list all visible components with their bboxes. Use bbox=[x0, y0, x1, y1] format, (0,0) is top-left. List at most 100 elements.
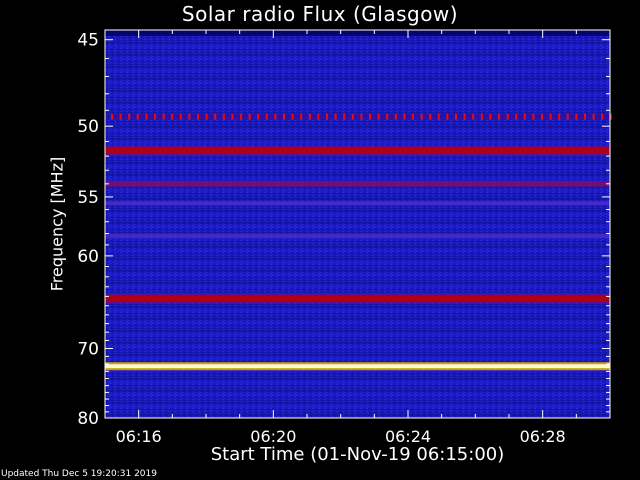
band-dot bbox=[317, 113, 320, 120]
spectrogram-row bbox=[105, 86, 610, 87]
spectrogram-row bbox=[105, 286, 610, 287]
band-dot bbox=[498, 113, 500, 120]
band-dot bbox=[489, 113, 492, 120]
band-dot bbox=[601, 113, 604, 120]
spectrogram-row bbox=[105, 166, 610, 167]
spectrogram-row bbox=[105, 46, 610, 47]
band-dot bbox=[377, 113, 380, 120]
spectrogram-row bbox=[105, 226, 610, 227]
y-tick-label: 50 bbox=[77, 117, 99, 137]
spectrogram-row bbox=[105, 90, 610, 91]
spectrogram-row bbox=[105, 274, 610, 275]
spectrogram-row bbox=[105, 282, 610, 283]
band bbox=[105, 201, 610, 206]
spectrogram-row bbox=[105, 62, 610, 63]
x-ticks: 06:16 06:20 06:24 06:28 bbox=[104, 30, 611, 446]
band-core bbox=[105, 364, 610, 369]
axes bbox=[104, 29, 611, 419]
spectrogram-row bbox=[105, 338, 610, 339]
spectrogram-row bbox=[105, 410, 610, 411]
band-dot bbox=[455, 113, 457, 120]
band-dot bbox=[403, 113, 406, 120]
spectrogram-row bbox=[105, 290, 610, 291]
spectrogram-row bbox=[105, 98, 610, 99]
x-tick-label: 06:16 bbox=[116, 427, 162, 446]
spectrogram-row bbox=[105, 110, 610, 111]
band-dot bbox=[360, 113, 363, 120]
band-dot bbox=[283, 113, 285, 120]
band-dot bbox=[420, 113, 423, 120]
y-tick-label: 55 bbox=[77, 188, 99, 208]
spectrogram-row bbox=[105, 190, 610, 191]
spectrogram-row bbox=[105, 398, 610, 399]
spectrogram-row bbox=[105, 218, 610, 219]
updated-timestamp: Updated Thu Dec 5 19:20:31 2019 bbox=[1, 469, 157, 479]
y-tick-label: 80 bbox=[77, 409, 99, 429]
band-dot bbox=[343, 113, 346, 120]
band-dot bbox=[386, 113, 389, 120]
spectrogram-row bbox=[105, 138, 610, 139]
band-dot bbox=[437, 113, 440, 120]
spectrogram-row bbox=[105, 82, 610, 83]
spectrogram-row bbox=[105, 350, 610, 351]
band-dot bbox=[162, 113, 165, 120]
chart-title: Solar radio Flux (Glasgow) bbox=[181, 2, 459, 26]
band-dot bbox=[592, 113, 595, 120]
spectrogram-row bbox=[105, 78, 610, 79]
band-dot bbox=[205, 113, 208, 120]
spectrogram-row bbox=[105, 194, 610, 195]
spectrogram-row bbox=[105, 94, 610, 95]
band-dot bbox=[300, 113, 303, 120]
band-dot bbox=[274, 113, 277, 120]
y-tick-label: 70 bbox=[77, 340, 99, 360]
x-axis-label: Start Time (01-Nov-19 06:15:00) bbox=[210, 444, 505, 465]
spectrogram-row bbox=[105, 390, 610, 391]
spectrogram-row bbox=[105, 414, 610, 415]
band-dot bbox=[136, 113, 139, 120]
spectrogram-row bbox=[105, 346, 610, 347]
spectrogram-row bbox=[105, 142, 610, 143]
band bbox=[105, 295, 610, 302]
spectrogram-row bbox=[105, 250, 610, 251]
spectrogram-row bbox=[105, 386, 610, 387]
x-tick-label: 06:28 bbox=[520, 427, 566, 446]
band-dot bbox=[541, 113, 543, 120]
spectrogram-row bbox=[105, 158, 610, 159]
band-dot bbox=[523, 113, 526, 120]
band-dot bbox=[472, 113, 475, 120]
band-dot bbox=[188, 113, 191, 120]
band-dot bbox=[334, 113, 337, 120]
band-dot bbox=[111, 113, 113, 120]
spectrogram-row bbox=[105, 370, 610, 371]
spectrogram-row bbox=[105, 246, 610, 247]
spectrogram-row bbox=[105, 126, 610, 127]
spectrogram-row bbox=[105, 258, 610, 259]
band-dot bbox=[429, 113, 432, 120]
band-dot bbox=[179, 113, 182, 120]
band-dot bbox=[480, 113, 483, 120]
spectrogram-top-edge bbox=[105, 30, 610, 36]
spectrogram-row bbox=[105, 238, 610, 239]
y-tick-label: 60 bbox=[77, 247, 99, 267]
spectrogram-row bbox=[105, 102, 610, 103]
band-dot bbox=[248, 113, 251, 120]
band-dot bbox=[326, 113, 328, 120]
spectrogram-row bbox=[105, 106, 610, 107]
spectrogram-row bbox=[105, 326, 610, 327]
band-dot bbox=[119, 113, 122, 120]
spectrogram-row bbox=[105, 210, 610, 211]
y-ticks: 45 50 55 60 70 80 bbox=[77, 31, 610, 429]
spectrogram-row bbox=[105, 310, 610, 311]
spectrogram-row bbox=[105, 206, 610, 207]
spectrogram-row bbox=[105, 38, 610, 39]
spectrogram-row bbox=[105, 230, 610, 231]
spectrogram-row bbox=[105, 178, 610, 179]
spectrogram-row bbox=[105, 222, 610, 223]
spectrogram-row bbox=[105, 374, 610, 375]
band-dot bbox=[515, 113, 518, 120]
band-dot bbox=[549, 113, 552, 120]
spectrogram-row bbox=[105, 254, 610, 255]
spectrogram-row bbox=[105, 122, 610, 123]
band-dot bbox=[506, 113, 509, 120]
spectrogram-row bbox=[105, 262, 610, 263]
